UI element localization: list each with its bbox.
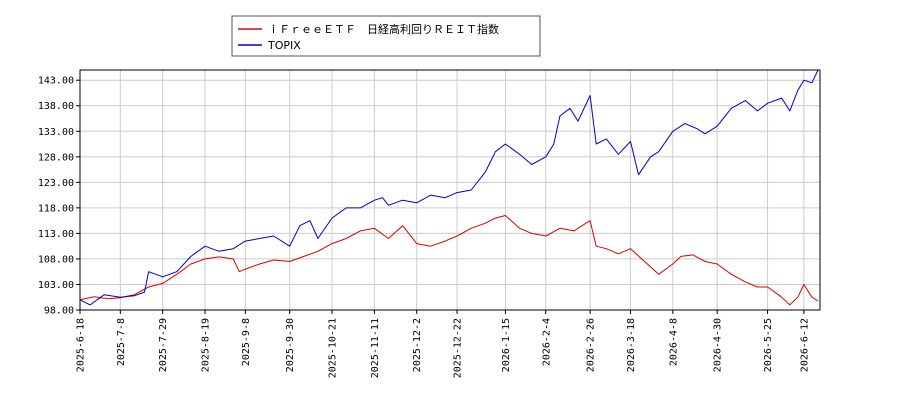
x-tick-label: 2025-6-18	[76, 318, 87, 372]
x-tick-label: 2026-4-8	[668, 318, 679, 366]
x-tick-label: 2026-2-4	[541, 318, 552, 366]
x-tick-label: 2025-8-19	[201, 318, 212, 372]
legend: ｉＦｒｅｅＥＴＦ 日経高利回りＲＥＩＴ指数 TOPIX	[231, 15, 541, 57]
x-tick-label: 2026-5-25	[763, 318, 774, 372]
plot-area	[79, 69, 821, 311]
x-tick-label: 2025-12-2	[412, 318, 423, 372]
x-tick-label: 2026-4-30	[713, 318, 724, 372]
y-tick-label: 128.00	[38, 152, 74, 163]
series-line-topix	[79, 69, 819, 306]
series-lines	[79, 69, 821, 311]
plot-frame	[79, 69, 821, 311]
y-tick-label: 138.00	[38, 101, 74, 112]
y-tick-label: 108.00	[38, 254, 74, 265]
x-axis: 2025-6-18 2025-7-8 2025-7-29 2025-8-19 2025-…	[76, 310, 810, 378]
y-tick-label: 123.00	[38, 178, 74, 189]
y-tick-label: 113.00	[38, 229, 74, 240]
x-tick-label: 2026-1-15	[501, 318, 512, 372]
x-tick-label: 2025-9-8	[241, 318, 252, 366]
y-tick-label: 103.00	[38, 280, 74, 291]
x-tick-label: 2025-7-29	[158, 318, 169, 372]
x-tick-label: 2026-2-26	[586, 318, 597, 372]
x-tick-label: 2026-6-12	[799, 318, 810, 372]
legend-label-topix: TOPIX	[267, 39, 301, 52]
y-axis: 98.00 103.00 108.00 113.00 118.00 123.00 128.0…	[38, 76, 80, 317]
x-tick-label: 2025-12-22	[453, 318, 464, 378]
legend-box	[231, 15, 541, 57]
x-tick-label: 2025-10-21	[328, 318, 339, 378]
x-tick-label: 2025-11-11	[370, 318, 381, 378]
x-tick-label: 2026-3-18	[626, 318, 637, 372]
y-tick-label: 98.00	[44, 306, 74, 317]
y-tick-label: 133.00	[38, 127, 74, 138]
legend-label-reit: ｉＦｒｅｅＥＴＦ 日経高利回りＲＥＩＴ指数	[268, 22, 499, 36]
series-line-reit	[79, 215, 819, 306]
x-tick-label: 2025-7-8	[116, 318, 127, 366]
y-tick-label: 143.00	[38, 76, 74, 87]
y-tick-label: 118.00	[38, 203, 74, 214]
x-tick-label: 2025-9-30	[285, 318, 296, 372]
